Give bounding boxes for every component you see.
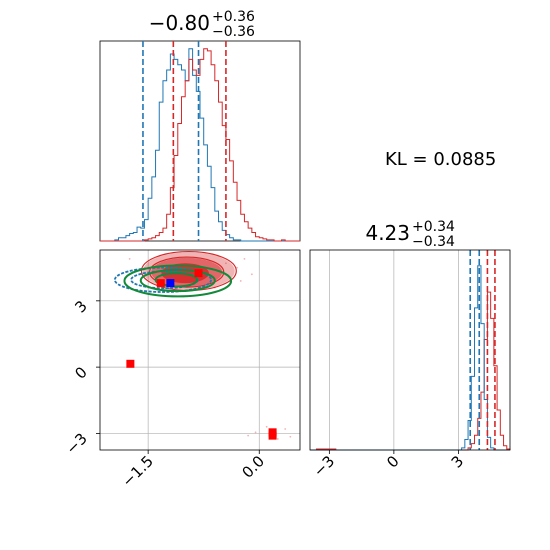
scatter-y-tick-label: 3	[71, 297, 90, 316]
scatter-x-tick-label: −1.5	[118, 452, 156, 490]
scatter-y-tick-label: −3	[62, 430, 90, 458]
scatter-sample-point	[289, 435, 292, 438]
scatter-x-ticks: −1.5 0.0	[118, 450, 268, 491]
scatter-sample-point	[236, 266, 238, 269]
kl-annotation: KL = 0.0885	[385, 149, 496, 170]
hist1-title-sub: −0.36	[212, 24, 255, 40]
scatter-sample-point	[239, 280, 242, 282]
red-square-marker	[126, 359, 135, 368]
hist2-quantile-lines	[469, 250, 496, 450]
scatter-sample-point	[247, 434, 250, 437]
hist2-x-tick-label: 0	[383, 452, 402, 471]
hist1-red-steps	[100, 48, 300, 242]
scatter-x-tick-label: 0.0	[238, 452, 268, 482]
hist2-frame	[309, 249, 511, 451]
scatter-y-tick-label: 0	[71, 363, 90, 382]
scatter-gridlines	[100, 250, 300, 450]
hist1-quantile-lines	[142, 41, 227, 241]
hist1-title-main: −0.80	[149, 11, 210, 35]
green-contour	[154, 272, 199, 288]
hist1-frame	[99, 40, 301, 242]
hist1-title: −0.80	[149, 11, 210, 35]
blue-contour	[113, 266, 213, 293]
scatter-sample-point	[265, 425, 268, 428]
scatter-sample-point	[254, 431, 257, 434]
scatter-content	[113, 250, 292, 440]
scatter-y-ticks: 3 0 −3	[62, 297, 100, 458]
scatter-panel: −1.5 0.0 3 0 −3	[62, 249, 301, 491]
green-contour	[123, 264, 233, 298]
hist2-x-ticks: −3 0 3	[310, 450, 467, 480]
hist2-title-sub: −0.34	[412, 234, 455, 250]
hist2-x-tick-label: −3	[310, 452, 338, 480]
scatter-sample-point	[276, 438, 279, 440]
hist2-gridlines	[329, 250, 459, 450]
red-square-marker	[194, 269, 203, 278]
green-contour	[139, 268, 216, 293]
hist2-title: 4.23	[365, 221, 410, 245]
blue-square-marker	[166, 279, 175, 288]
red-square-marker	[268, 431, 277, 440]
scatter-sample-point	[243, 257, 246, 260]
hist2-x-tick-label: 3	[448, 452, 467, 471]
hist2-title-sup: +0.34	[412, 219, 455, 235]
hist1-blue-steps	[100, 48, 300, 242]
scatter-sample-point	[225, 262, 227, 265]
hist2-title-main: 4.23	[365, 221, 410, 245]
scatter-frame	[99, 249, 301, 451]
scatter-sample-point	[284, 428, 287, 430]
red-square-marker	[156, 279, 165, 288]
scatter-sample-point	[128, 257, 131, 260]
hist1-title-sup: +0.36	[212, 9, 255, 25]
scatter-sample-point	[250, 273, 253, 276]
hist1-panel: −0.80 +0.36 −0.36	[99, 9, 301, 242]
hist2-panel: −3 0 3 4.23 +0.34 −0.34	[309, 219, 511, 480]
